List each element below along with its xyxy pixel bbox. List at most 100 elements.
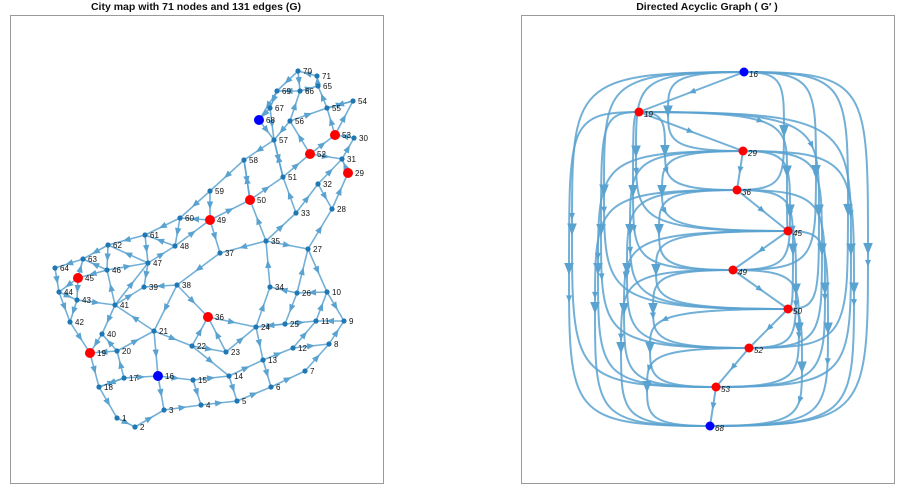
- dag-arrowhead: [824, 358, 831, 366]
- edge: [309, 134, 336, 155]
- edge: [209, 199, 251, 221]
- node-marker: [295, 68, 301, 74]
- node-marker: [52, 265, 58, 271]
- node-label: 37: [225, 249, 234, 258]
- edge: [69, 299, 78, 323]
- node-label: 68: [266, 116, 275, 125]
- node-label: 35: [271, 237, 280, 246]
- node-label: 48: [180, 242, 189, 251]
- node-marker: [142, 232, 148, 238]
- edge: [144, 234, 176, 247]
- edge: [249, 176, 284, 201]
- dag-arrowhead: [781, 129, 788, 137]
- node-marker: [297, 88, 303, 94]
- node-label: 53: [342, 131, 351, 140]
- node-marker: [161, 407, 167, 413]
- edge: [116, 350, 125, 379]
- node-marker: [174, 282, 180, 288]
- edge: [292, 320, 317, 349]
- node-label: 10: [332, 288, 341, 297]
- node-marker: [114, 415, 120, 421]
- dag-edge: [564, 111, 711, 427]
- node-label: 46: [112, 266, 121, 275]
- dag-node-label: 19: [644, 110, 653, 119]
- edge: [265, 240, 309, 250]
- node-marker: [315, 181, 321, 187]
- edge: [209, 219, 221, 254]
- edge: [179, 190, 211, 219]
- edge: [82, 258, 108, 271]
- node-label: 39: [149, 283, 158, 292]
- dag-edge: [709, 150, 859, 427]
- dag-arrowhead: [618, 333, 625, 341]
- node-label: 49: [217, 216, 226, 225]
- right-panel-title: Directed Acyclic Graph ( G′ ): [636, 1, 778, 13]
- edge: [225, 326, 257, 353]
- right-graph-panel: [521, 15, 895, 484]
- edge: [255, 286, 271, 328]
- node-label: 47: [153, 259, 162, 268]
- dag-node-label: 36: [742, 188, 751, 197]
- dag-node-label: 68: [715, 424, 724, 433]
- node-label: 6: [276, 383, 281, 392]
- node-label: 34: [275, 283, 284, 292]
- dag-node-marker: [705, 421, 715, 431]
- dag-arrowhead: [660, 206, 667, 215]
- node-label: 67: [275, 104, 284, 113]
- node-label: 14: [234, 372, 243, 381]
- right-edges-group: [564, 71, 873, 427]
- node-marker: [305, 149, 315, 159]
- dag-arrowhead: [630, 224, 637, 233]
- node-label: 38: [182, 281, 191, 290]
- edge: [192, 379, 202, 406]
- node-marker: [343, 168, 353, 178]
- node-marker: [305, 246, 311, 252]
- edge: [243, 159, 251, 201]
- edge: [289, 107, 328, 122]
- node-marker: [315, 83, 321, 89]
- dag-arrowhead: [755, 284, 763, 292]
- node-label: 33: [301, 209, 310, 218]
- node-marker: [274, 88, 280, 94]
- edge: [54, 258, 84, 269]
- node-label: 30: [359, 134, 368, 143]
- node-marker: [280, 174, 286, 180]
- node-label: 12: [298, 344, 307, 353]
- node-marker: [339, 156, 345, 162]
- dag-arrowhead: [627, 246, 634, 254]
- dag-arrowhead: [797, 395, 804, 404]
- edge: [295, 70, 302, 92]
- dag-edge: [648, 269, 750, 349]
- node-label: 61: [150, 231, 159, 240]
- edge: [265, 212, 297, 242]
- edge: [157, 374, 194, 381]
- node-marker: [302, 368, 308, 374]
- node-label: 43: [82, 296, 91, 305]
- node-label: 51: [288, 173, 297, 182]
- node-marker: [153, 371, 163, 381]
- edge: [116, 417, 136, 428]
- node-marker: [241, 157, 247, 163]
- node-label: 22: [197, 342, 206, 351]
- edge: [273, 139, 284, 178]
- edge: [58, 291, 78, 301]
- edge: [143, 262, 150, 288]
- edge: [89, 352, 100, 388]
- edge: [157, 375, 165, 411]
- node-marker: [74, 297, 80, 303]
- node-marker: [290, 345, 296, 351]
- node-label: 3: [169, 406, 174, 415]
- node-marker: [267, 284, 273, 290]
- dag-edge: [616, 269, 734, 427]
- node-marker: [151, 328, 157, 334]
- node-marker: [145, 260, 151, 266]
- edge: [262, 359, 272, 388]
- node-label: 63: [88, 255, 97, 264]
- node-marker: [80, 256, 86, 262]
- dag-arrowhead: [569, 212, 576, 220]
- dag-node-marker: [783, 304, 793, 314]
- dag-node-marker: [634, 107, 644, 117]
- node-label: 50: [257, 196, 266, 205]
- node-marker: [189, 343, 195, 349]
